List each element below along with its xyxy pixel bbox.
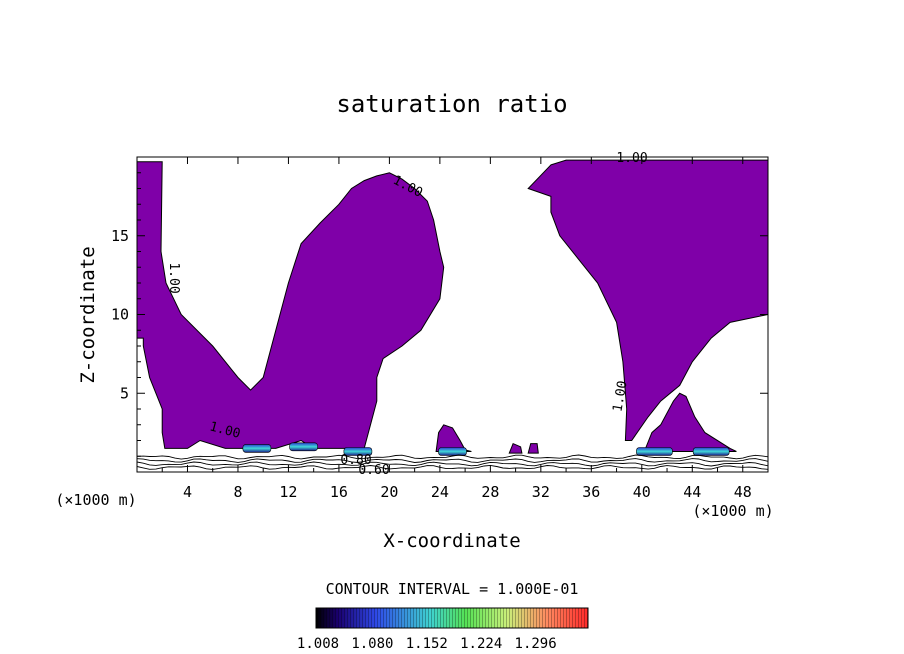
x-tick-label: 12 xyxy=(279,483,297,501)
plot-area xyxy=(137,159,768,470)
x-unit-label-left: (×1000 m) xyxy=(55,491,136,509)
contour-label: 0.60 xyxy=(358,463,389,478)
x-tick-label: 16 xyxy=(330,483,348,501)
y-tick-label: 15 xyxy=(111,227,129,245)
contour-fill-layer xyxy=(137,159,768,454)
x-tick-label: 4 xyxy=(183,483,192,501)
colorbar-tick-label: 1.008 xyxy=(297,636,339,652)
x-tick-label: 40 xyxy=(633,483,651,501)
x-tick-label: 48 xyxy=(734,483,752,501)
contour-label: 1.00 xyxy=(166,262,181,293)
colorbar-tick-label: 1.080 xyxy=(351,636,393,652)
colorbar-stripes xyxy=(316,608,588,628)
colored-patch-layer xyxy=(242,442,730,456)
x-tick-label: 28 xyxy=(481,483,499,501)
colorbar-frame xyxy=(315,607,589,629)
surface-contour-layer xyxy=(137,454,768,470)
x-axis-label: X-coordinate xyxy=(383,530,520,552)
colorbar: 1.008 1.080 1.152 1.224 1.296 xyxy=(297,607,589,652)
colorbar-tick-label: 1.296 xyxy=(515,636,557,652)
contour-label: 1.00 xyxy=(610,380,630,413)
surface-contour-line xyxy=(137,461,768,467)
x-tick-label: 44 xyxy=(683,483,701,501)
x-unit-label-right: (×1000 m) xyxy=(692,502,773,520)
contour-region-cell-30 xyxy=(508,442,523,454)
y-axis-label: Z-coordinate xyxy=(77,246,99,383)
x-axis-ticks: 4 8 12 16 20 24 28 32 36 40 44 48 xyxy=(161,157,752,501)
y-tick-label: 10 xyxy=(111,306,129,324)
colorbar-ticks: 1.008 1.080 1.152 1.224 1.296 xyxy=(297,636,557,652)
x-tick-label: 8 xyxy=(233,483,242,501)
surface-contour-line xyxy=(137,454,768,460)
surface-contour-line xyxy=(137,464,768,470)
x-tick-label: 20 xyxy=(380,483,398,501)
colored-patch xyxy=(636,447,673,456)
y-tick-label: 5 xyxy=(120,384,129,402)
contour-region-right-cloud xyxy=(527,159,768,441)
contour-label: 0.80 xyxy=(340,453,371,468)
colored-patch xyxy=(242,444,272,453)
colored-patch xyxy=(438,447,467,456)
contour-interval-label: CONTOUR INTERVAL = 1.000E-01 xyxy=(326,580,579,598)
colored-patch xyxy=(692,447,730,456)
contour-region-left-cloud xyxy=(137,161,445,449)
colored-patch xyxy=(343,447,373,456)
contour-label: 1.00 xyxy=(616,151,647,166)
contour-region-cell-24 xyxy=(435,424,472,452)
colorbar-tick-label: 1.224 xyxy=(460,636,502,652)
y-axis-ticks: 5 10 15 xyxy=(111,172,768,457)
x-tick-label: 24 xyxy=(431,483,449,501)
chart-title: saturation ratio xyxy=(336,90,567,118)
colorbar-tick-label: 1.152 xyxy=(406,636,448,652)
contour-region-lower-right-cell xyxy=(643,392,737,452)
x-tick-label: 36 xyxy=(582,483,600,501)
colored-patch xyxy=(289,442,318,452)
contour-region-cell-31 xyxy=(527,443,539,454)
x-tick-label: 32 xyxy=(532,483,550,501)
surface-contour-line xyxy=(137,458,768,463)
